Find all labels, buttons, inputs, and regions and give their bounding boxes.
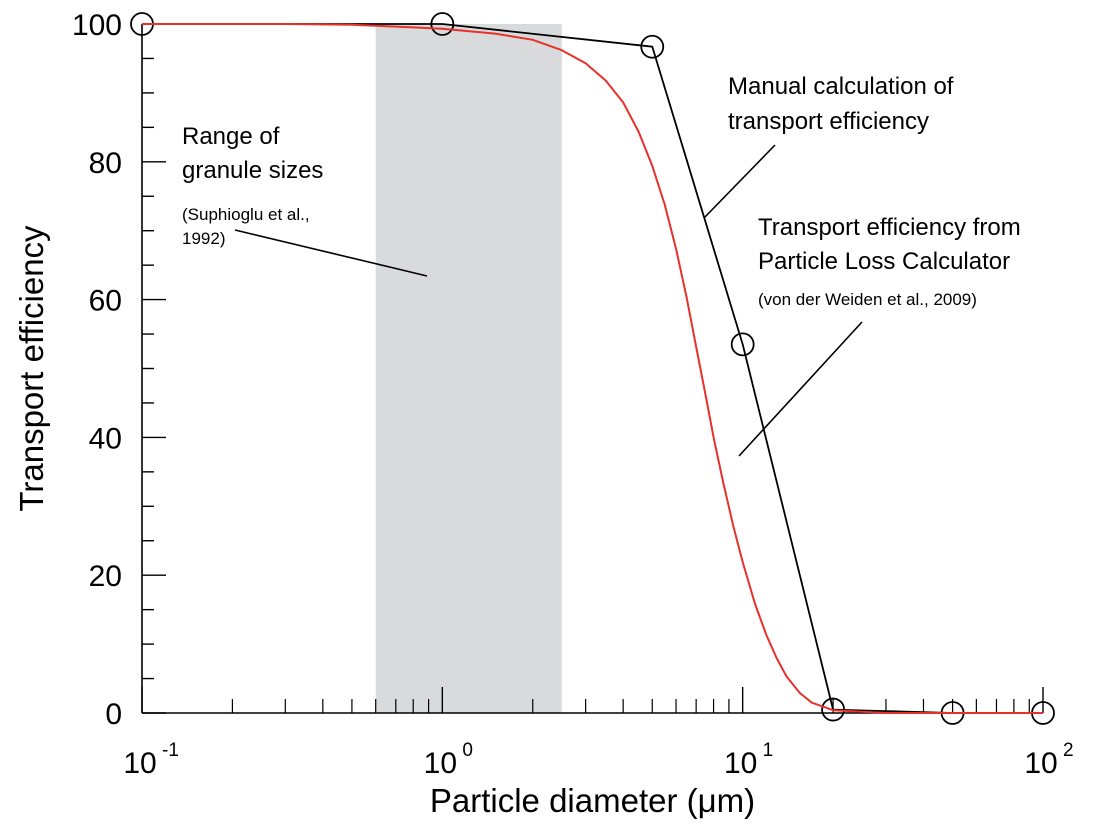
manual-annotation-text: transport efficiency [728, 108, 929, 135]
manual-annotation-text: Manual calculation of [728, 73, 954, 100]
granule-size-band [375, 24, 562, 713]
manual-data-point [730, 332, 755, 357]
calculator-leader-line [738, 321, 863, 457]
x-tick-exponent: 0 [462, 740, 473, 761]
y-axis-title: Transport efficiency [13, 225, 50, 512]
x-tick-exponent: -1 [162, 740, 179, 761]
x-tick-label: 10 [123, 747, 156, 780]
x-axis-title: Particle diameter (μm) [430, 782, 755, 819]
y-tick-label: 60 [89, 285, 122, 318]
x-tick-exponent: 1 [763, 740, 774, 761]
x-tick-label: 10 [424, 747, 457, 780]
manual-data-point [821, 697, 845, 722]
x-tick-exponent: 2 [1063, 740, 1074, 761]
calculator-series-line [142, 23, 1043, 714]
x-tick-label: 10 [724, 747, 757, 780]
manual-leader-line [703, 144, 776, 219]
calculator-annotation-text: Particle Loss Calculator [758, 248, 1010, 275]
granule-leader-line [234, 229, 428, 277]
y-tick-label: 0 [105, 698, 122, 731]
granule-annotation-text: Range of [182, 123, 280, 150]
granule-annotation-text: granule sizes [182, 157, 323, 184]
y-tick-label: 40 [89, 422, 122, 455]
granule-annotation-citation: (Suphioglu et al., [182, 205, 310, 224]
calculator-annotation-text: Transport efficiency from [758, 214, 1021, 241]
calculator-annotation-citation: (von der Weiden et al., 2009) [758, 290, 977, 309]
manual-data-point [640, 34, 665, 59]
y-tick-label: 80 [89, 147, 122, 180]
annotations: Range of granule sizes (Suphioglu et al., 1… [182, 73, 1021, 457]
series-layer [130, 12, 1055, 725]
x-tick-label: 10 [1024, 747, 1057, 780]
manual-data-point [430, 12, 455, 36]
y-tick-label: 20 [89, 560, 122, 593]
y-tick-label: 100 [72, 9, 122, 42]
granule-annotation-citation: 1992) [182, 229, 225, 248]
